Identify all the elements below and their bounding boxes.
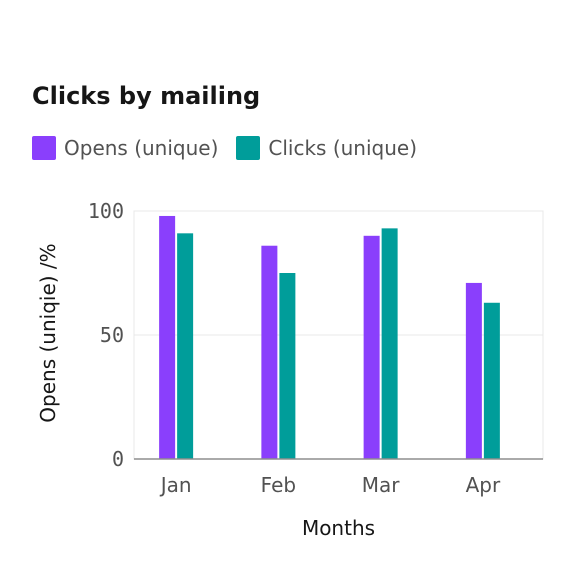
legend-label-opens: Opens (unique) [64,136,219,160]
bar-feb-opens[interactable] [261,245,278,459]
y-axis-title: Opens (uniqie) /% [36,243,60,422]
bar-jan-clicks[interactable] [177,233,194,459]
legend-item-opens[interactable]: Opens (unique) [32,136,218,160]
x-tick-label: Mar [362,473,401,497]
bar-apr-clicks[interactable] [483,302,500,459]
bar-mar-opens[interactable] [363,235,380,459]
legend-label-clicks: Clicks (unique) [268,136,418,160]
x-tick-label: Jan [159,473,192,497]
y-ticks: 0 50 100 [88,199,124,471]
x-tick-label: Apr [466,473,501,497]
y-tick-label: 0 [112,447,124,471]
x-ticks: Jan Feb Mar Apr [159,473,501,497]
bar-apr-opens[interactable] [465,282,482,459]
legend-swatch-opens [32,136,56,160]
bar-mar-clicks[interactable] [381,228,398,459]
x-axis-title: Months [302,516,375,540]
bar-feb-clicks[interactable] [279,273,296,459]
bars-group [159,215,500,459]
legend-item-clicks[interactable]: Clicks (unique) [236,136,417,160]
chart-legend: Opens (unique) Clicks (unique) [32,136,435,160]
bar-jan-opens[interactable] [159,215,176,459]
chart-title: Clicks by mailing [32,82,261,110]
y-tick-label: 50 [100,323,124,347]
x-tick-label: Feb [261,473,296,497]
legend-swatch-clicks [236,136,261,160]
y-tick-label: 100 [88,199,124,223]
